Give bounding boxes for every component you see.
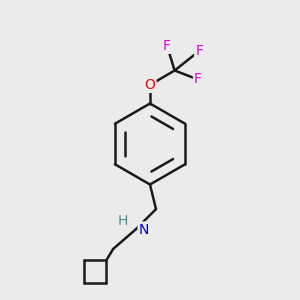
Text: F: F: [195, 44, 203, 58]
Text: O: O: [145, 78, 155, 92]
Text: H: H: [118, 214, 128, 228]
Text: N: N: [139, 223, 149, 236]
Text: F: F: [163, 39, 171, 53]
Text: F: F: [194, 73, 202, 86]
